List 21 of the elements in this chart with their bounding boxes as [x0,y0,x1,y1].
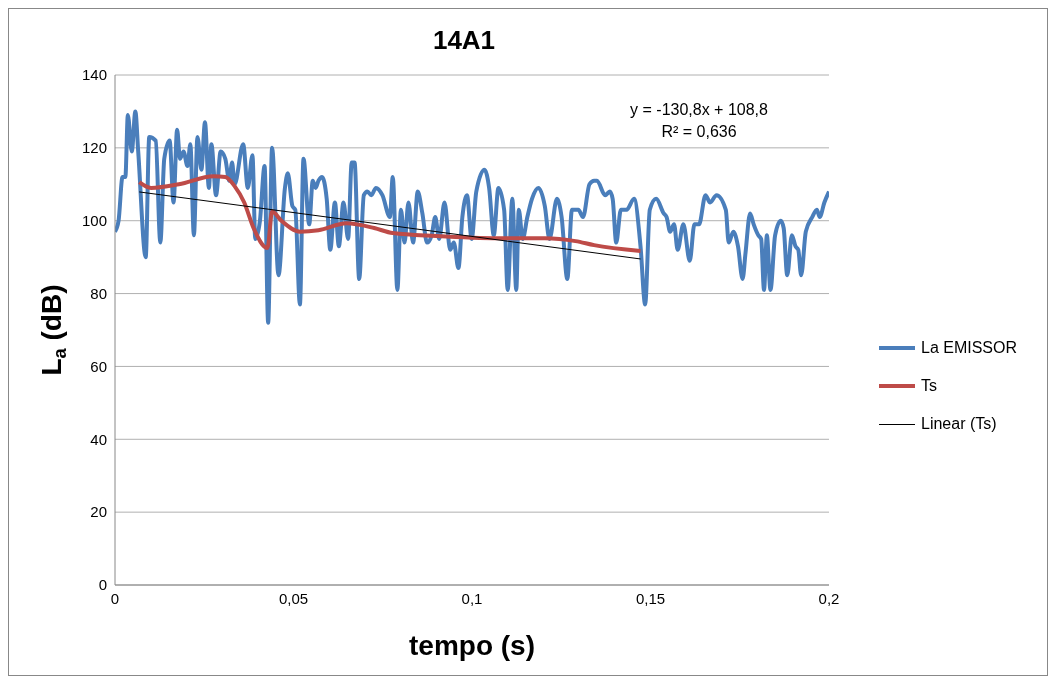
x-tick-label: 0,15 [635,589,666,607]
x-axis-title: tempo (s) [409,630,535,661]
legend-label: Linear (Ts) [921,415,997,433]
x-tick-label: 0,2 [818,589,840,607]
x-tick-label: 0 [110,589,120,607]
y-tick-label: 100 [81,212,107,230]
y-tick-label: 140 [81,66,107,84]
y-tick-label: 20 [90,503,107,521]
y-tick-label: 60 [90,357,107,375]
legend-label: La EMISSOR [921,339,1018,357]
y-tick-label: 0 [98,576,107,594]
chart-title: 14A1 [431,25,497,56]
legend-label: Ts [921,377,937,395]
annotation: R² = 0,636 [660,122,738,142]
annotation: y = -130,8x + 108,8 [629,100,769,120]
y-tick-label: 40 [90,430,107,448]
line-series [137,174,643,253]
x-tick-label: 0,05 [278,589,309,607]
x-tick-label: 0,1 [461,589,483,607]
y-tick-label: 120 [81,139,107,157]
y-tick-label: 80 [90,284,107,302]
